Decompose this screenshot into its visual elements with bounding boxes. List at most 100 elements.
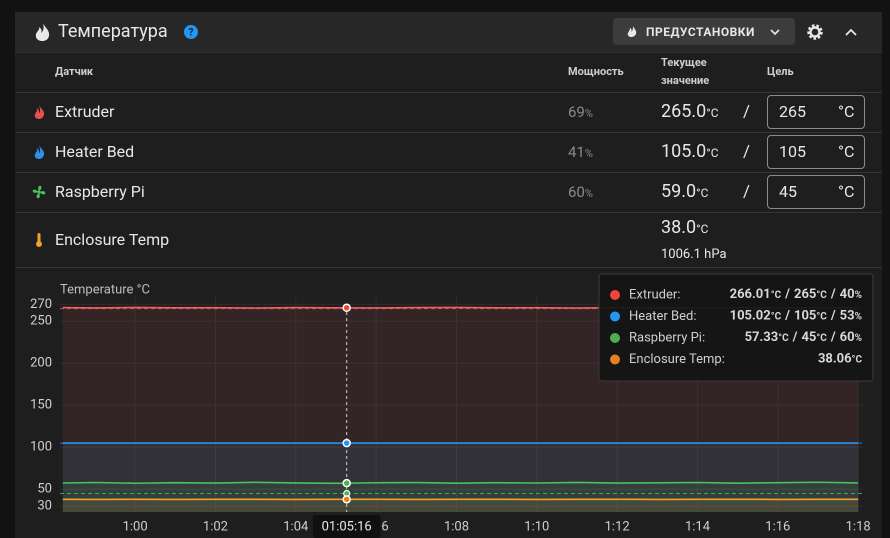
y-axis-title: Temperature °C bbox=[60, 282, 150, 297]
power-number: 41 bbox=[568, 143, 585, 161]
power-unit: % bbox=[584, 187, 593, 200]
help-mark: ? bbox=[189, 28, 194, 39]
help-icon[interactable] bbox=[184, 25, 198, 39]
tooltip-percent: % bbox=[855, 290, 862, 301]
current-number: 59.0 bbox=[661, 181, 697, 202]
collapse-chevron[interactable] bbox=[845, 28, 857, 36]
power-value: 69% bbox=[568, 102, 593, 124]
target-value: 265 bbox=[779, 102, 806, 121]
tooltip-target: 265 bbox=[794, 287, 816, 302]
sensor-icon bbox=[34, 105, 45, 119]
tooltip-percent: % bbox=[855, 311, 862, 322]
target-unit: °C bbox=[838, 182, 855, 201]
cursor-marker bbox=[342, 303, 351, 313]
sensor-name: Enclosure Temp bbox=[55, 230, 170, 249]
row-separator bbox=[15, 172, 882, 173]
gear-body bbox=[807, 24, 823, 40]
x-tick-label: 1:14 bbox=[685, 519, 711, 534]
x-tick-label: 1:02 bbox=[203, 519, 228, 534]
series-line bbox=[62, 481, 859, 485]
target-value: 45 bbox=[779, 182, 797, 201]
target-input[interactable]: 265 °C bbox=[767, 95, 865, 129]
target-input[interactable]: 105 °C bbox=[767, 135, 865, 169]
tooltip-separator: / bbox=[792, 330, 798, 345]
x-tick-label: 1:16 bbox=[765, 519, 790, 534]
tooltip-percent: % bbox=[855, 333, 862, 344]
tooltip-unit: °C bbox=[852, 354, 863, 365]
y-tick-label: 250 bbox=[30, 314, 52, 329]
tooltip-value: 57.33°C/45°C/60% bbox=[745, 330, 862, 345]
presets-label: ПРЕДУСТАНОВКИ bbox=[646, 25, 755, 39]
header-icons: ? bbox=[35, 18, 857, 45]
tooltip-unit: °C bbox=[771, 311, 782, 322]
target-unit: °C bbox=[838, 102, 855, 121]
tooltip-label: Enclosure Temp: bbox=[629, 352, 725, 367]
tooltip-separator: / bbox=[784, 309, 790, 324]
tooltip-separator: / bbox=[784, 287, 790, 302]
separator: / bbox=[743, 182, 751, 202]
tooltip-dot bbox=[610, 290, 620, 300]
tooltip-power: 53 bbox=[840, 309, 855, 324]
tooltip-actual: 105.02 bbox=[730, 309, 771, 324]
current-unit: °C bbox=[696, 222, 709, 236]
tooltip-value: 266.01°C/265°C/40% bbox=[730, 287, 862, 302]
tooltip-target: 45 bbox=[801, 330, 816, 345]
cursor-marker bbox=[342, 495, 351, 504]
target-value: 105 bbox=[779, 142, 806, 161]
presets-button[interactable] bbox=[613, 18, 795, 45]
x-tick-label: 1:08 bbox=[444, 519, 469, 534]
current-unit: °C bbox=[706, 106, 719, 120]
settings-gear[interactable] bbox=[807, 24, 823, 40]
column-header: Цель bbox=[767, 65, 794, 78]
power-number: 69 bbox=[568, 103, 585, 121]
tooltip-unit: °C bbox=[778, 333, 789, 344]
sensor-name: Heater Bed bbox=[55, 142, 135, 161]
tooltip-target: 105 bbox=[794, 309, 816, 324]
tooltip-value: 38.06°C bbox=[818, 352, 863, 367]
sensor-name: Extruder bbox=[55, 102, 115, 121]
power-value: 60% bbox=[568, 182, 593, 204]
tooltip-dot bbox=[610, 311, 620, 322]
tooltip-actual: 266.01 bbox=[730, 287, 771, 302]
power-unit: % bbox=[584, 107, 593, 120]
current-number: 38.0 bbox=[661, 217, 697, 238]
gear-core bbox=[809, 26, 821, 38]
tooltip-actual: 38.06 bbox=[818, 352, 852, 367]
tooltip-actual: 57.33 bbox=[745, 330, 779, 345]
row-separator bbox=[15, 92, 882, 93]
tooltip-power: 60 bbox=[840, 330, 855, 345]
tooltip-value: 105.02°C/105°C/53% bbox=[730, 309, 862, 324]
cursor-label: 01:05:16 bbox=[322, 519, 372, 534]
row-separator bbox=[15, 132, 882, 133]
y-tick-label: 270 bbox=[30, 297, 52, 312]
x-tick-label: 1:18 bbox=[846, 519, 871, 534]
tooltip-separator: / bbox=[830, 309, 836, 324]
tooltip-label: Heater Bed: bbox=[629, 309, 697, 324]
series-area bbox=[62, 443, 859, 512]
tooltip-unit: °C bbox=[771, 290, 782, 301]
presets-flame-icon bbox=[627, 26, 637, 37]
flame-icon bbox=[35, 23, 50, 41]
panel-title: Температура bbox=[58, 21, 168, 42]
current-number: 105.0 bbox=[661, 141, 707, 162]
y-tick-label: 50 bbox=[37, 482, 52, 497]
separator: / bbox=[743, 142, 751, 162]
sensor-name: Raspberry Pi bbox=[55, 182, 145, 201]
column-header: значение bbox=[661, 74, 710, 87]
tooltip-unit: °C bbox=[816, 311, 827, 322]
sensor-icon bbox=[36, 233, 42, 247]
series-area bbox=[62, 482, 859, 512]
power-number: 60 bbox=[568, 183, 585, 201]
cursor-label-box bbox=[312, 515, 381, 538]
power-value: 41% bbox=[568, 142, 593, 164]
current-value: 38.0°C bbox=[661, 216, 708, 241]
x-tick-label: 1:00 bbox=[123, 519, 148, 534]
tooltip-unit: °C bbox=[816, 290, 827, 301]
target-unit: °C bbox=[838, 142, 855, 161]
current-value: 105.0°C bbox=[661, 140, 719, 165]
series-area bbox=[62, 499, 859, 512]
column-header: Мощность bbox=[568, 65, 624, 78]
target-input[interactable]: 45 °C bbox=[767, 175, 865, 209]
column-header: Текущее bbox=[661, 56, 707, 69]
